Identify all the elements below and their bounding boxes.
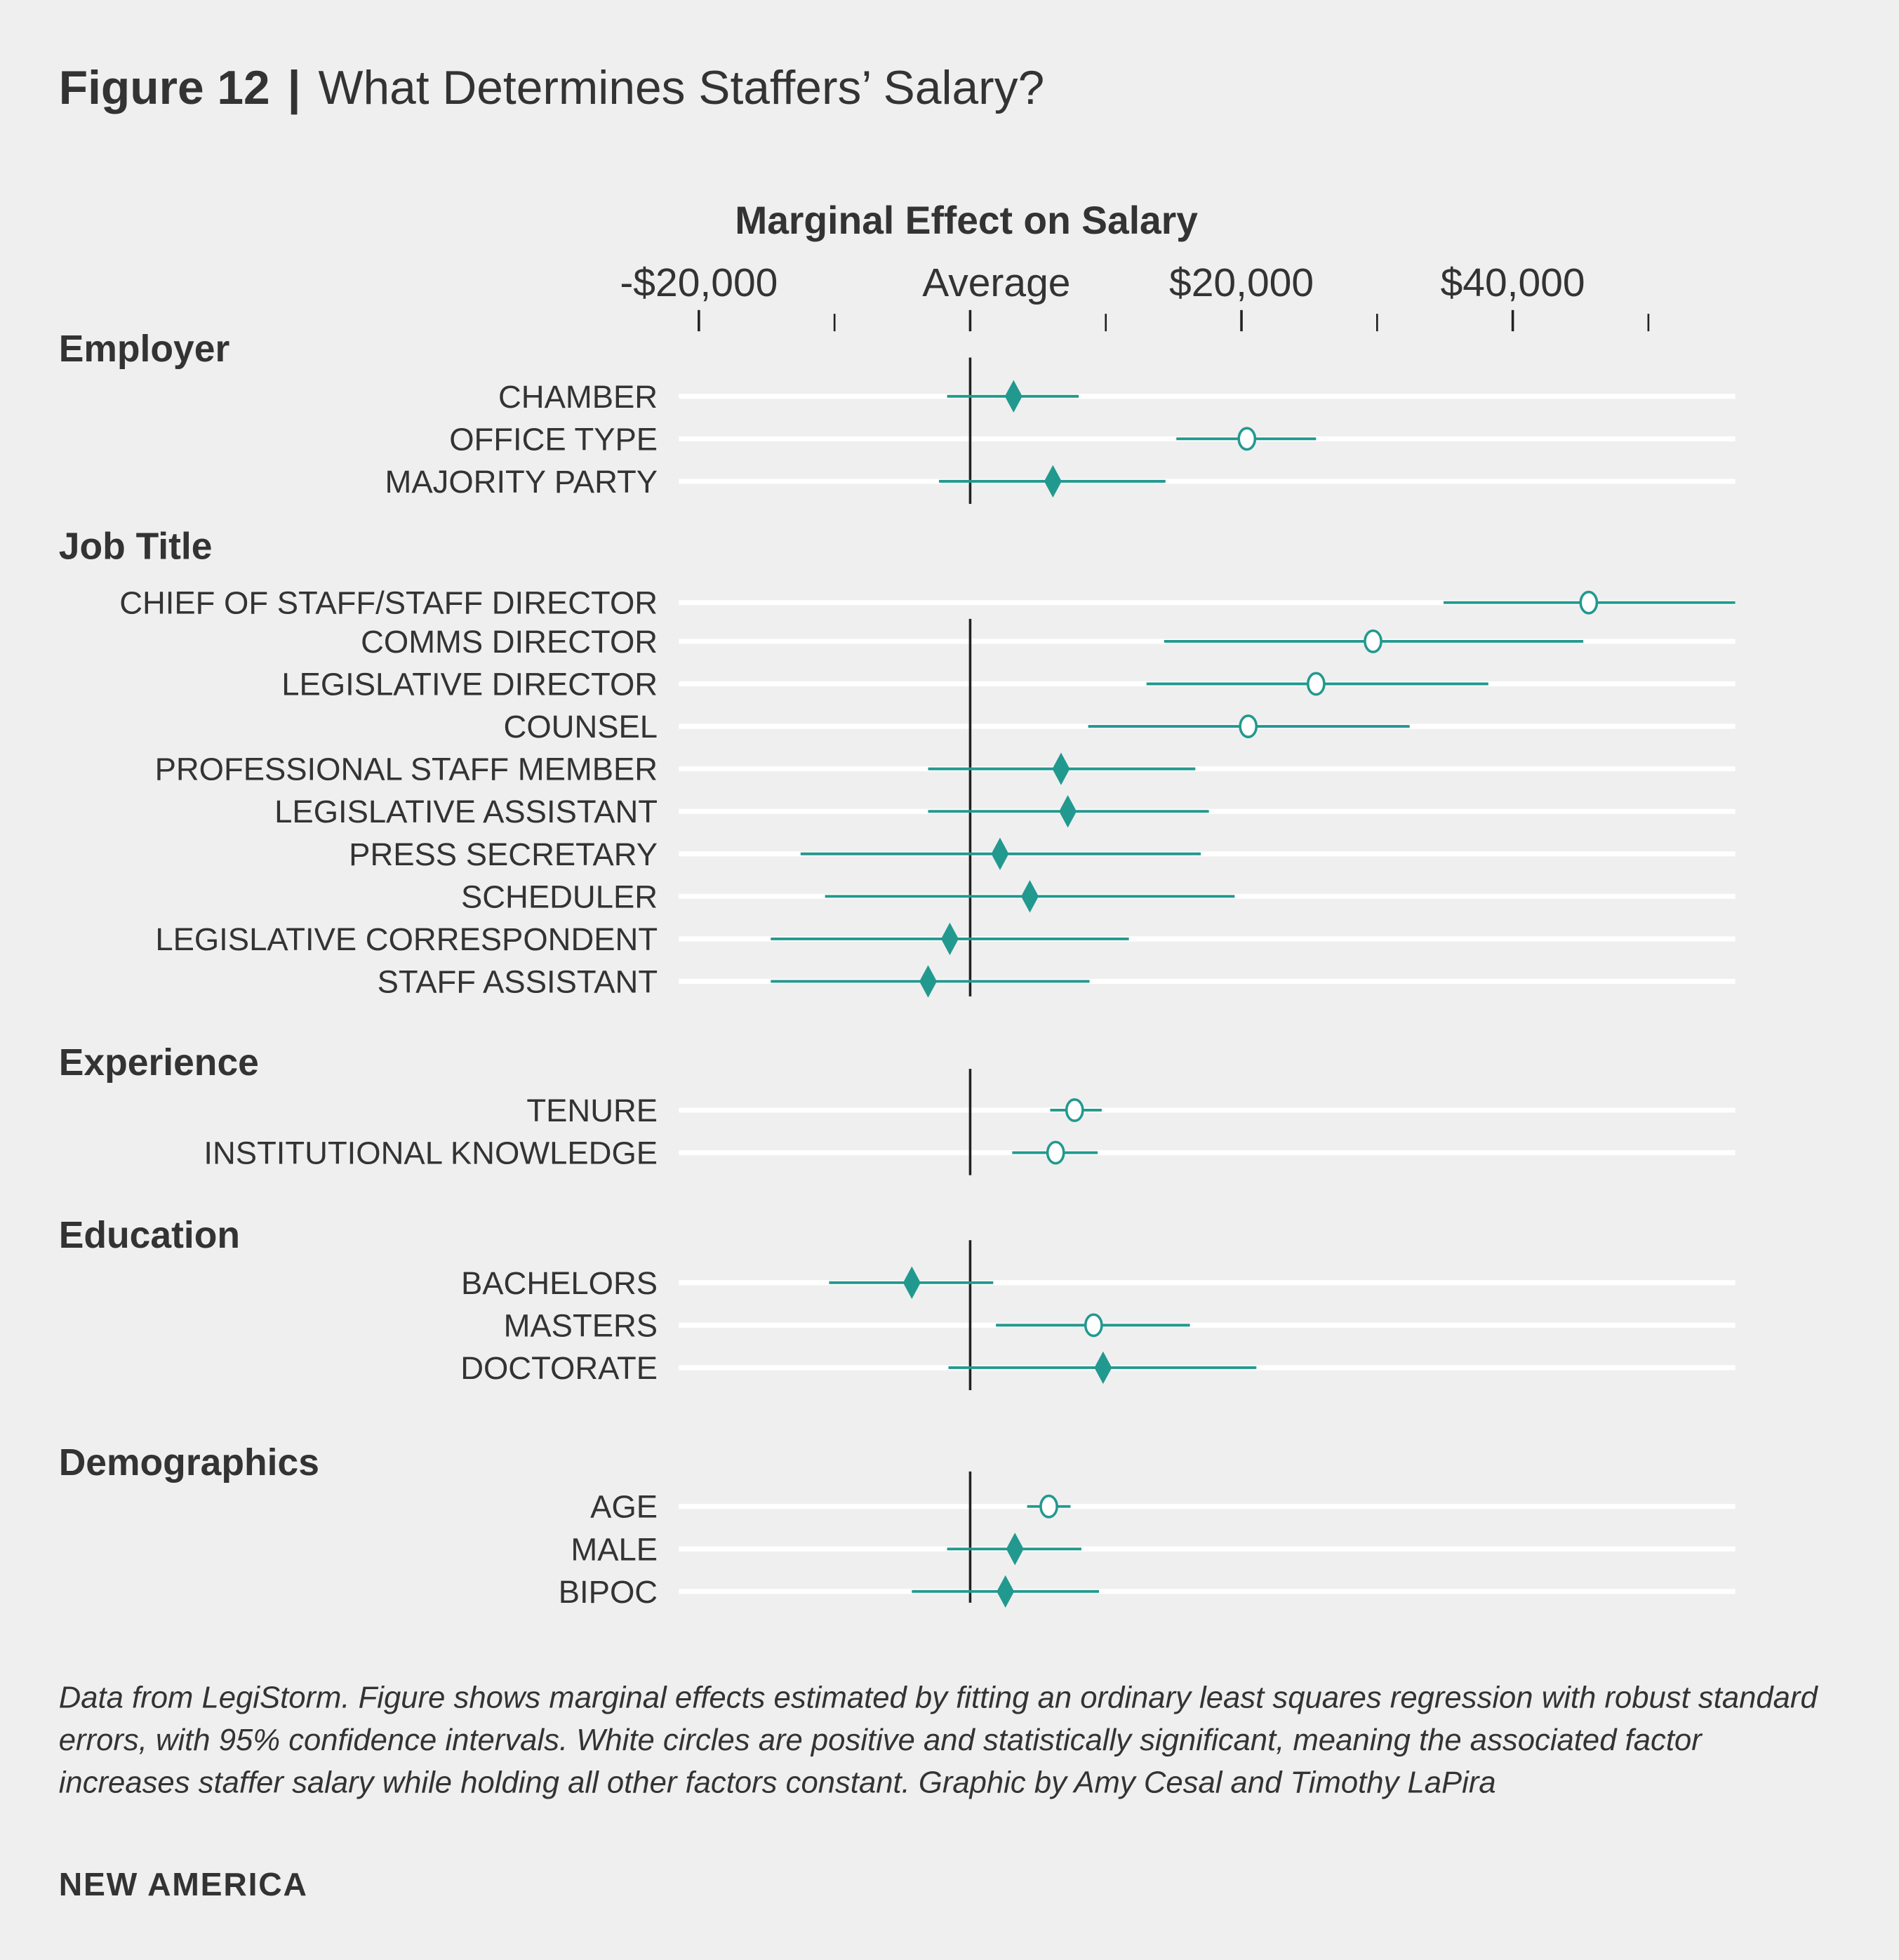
significant-estimate-circle — [1579, 590, 1599, 615]
group-header: Job Title — [59, 526, 213, 567]
row-label: CHAMBER — [498, 379, 658, 415]
row-label: STAFF ASSISTANT — [378, 964, 658, 1000]
estimate-diamond — [1004, 380, 1022, 413]
x-tick-label: Average — [922, 260, 1070, 305]
estimate-diamond — [1059, 795, 1077, 828]
estimate-diamond — [991, 837, 1009, 870]
estimate-diamond — [1006, 1533, 1024, 1566]
row-label: OFFICE TYPE — [449, 421, 658, 457]
significant-estimate-circle — [1364, 629, 1382, 653]
x-tick-label: $40,000 — [1441, 260, 1585, 305]
row-label: BIPOC — [559, 1574, 658, 1610]
row-label: COMMS DIRECTOR — [361, 624, 658, 660]
row-label: COUNSEL — [504, 709, 658, 745]
group-header: Employer — [59, 328, 230, 370]
row-label: INSTITUTIONAL KNOWLEDGE — [204, 1135, 658, 1171]
estimate-diamond — [1052, 752, 1070, 785]
title-text: What Determines Staffers’ Salary? — [318, 62, 1045, 115]
significant-estimate-circle — [1039, 1494, 1058, 1519]
estimate-diamond — [1094, 1351, 1112, 1385]
row-label: PROFESSIONAL STAFF MEMBER — [155, 752, 658, 787]
significant-estimate-circle — [1065, 1098, 1084, 1122]
row-label: MAJORITY PARTY — [385, 464, 658, 500]
row-label: TENURE — [526, 1093, 658, 1128]
row-label: CHIEF OF STAFF/STAFF DIRECTOR — [119, 585, 658, 621]
figure-title: Figure 12 | What Determines Staffers’ Sala… — [59, 62, 1044, 116]
row-label: MALE — [571, 1531, 658, 1567]
row-label: MASTERS — [504, 1307, 658, 1343]
x-tick-label: -$20,000 — [620, 260, 778, 305]
row-label: LEGISLATIVE DIRECTOR — [281, 667, 658, 702]
significant-estimate-circle — [1306, 672, 1326, 696]
group-header: Education — [59, 1215, 240, 1256]
row-label: DOCTORATE — [460, 1350, 658, 1386]
group-header: Experience — [59, 1042, 259, 1084]
title-separator: | — [287, 62, 301, 115]
brand-logo: NEW AMERICA — [58, 1865, 308, 1903]
row-label: BACHELORS — [461, 1265, 658, 1301]
estimate-diamond — [919, 965, 937, 998]
x-axis-title: Marginal Effect on Salary — [735, 199, 1198, 242]
figure-label: Figure 12 — [58, 62, 270, 115]
estimate-diamond — [940, 922, 959, 956]
significant-estimate-circle — [1237, 427, 1257, 451]
row-label: LEGISLATIVE ASSISTANT — [274, 794, 658, 829]
x-tick-label: $20,000 — [1169, 260, 1314, 305]
significant-estimate-circle — [1046, 1140, 1065, 1165]
row-label: AGE — [590, 1489, 658, 1525]
group-header: Demographics — [59, 1442, 319, 1484]
significant-estimate-circle — [1239, 714, 1258, 738]
estimate-diamond — [997, 1575, 1015, 1608]
caption: Data from LegiStorm. Figure shows margin… — [58, 1681, 1818, 1801]
row-label: LEGISLATIVE CORRESPONDENT — [155, 921, 658, 957]
estimate-diamond — [902, 1266, 921, 1299]
row-label: PRESS SECRETARY — [349, 836, 658, 872]
row-label: SCHEDULER — [461, 879, 658, 914]
estimate-diamond — [1021, 880, 1039, 913]
significant-estimate-circle — [1084, 1313, 1103, 1338]
estimate-diamond — [1044, 465, 1062, 498]
